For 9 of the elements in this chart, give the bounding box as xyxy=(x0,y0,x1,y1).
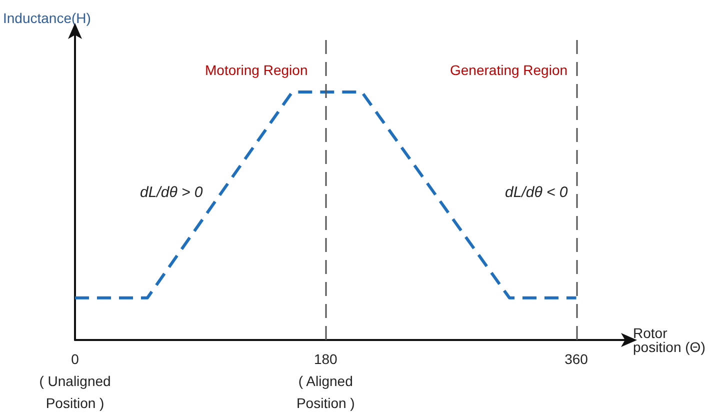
x-tick-label: 0 ( Unaligned Position ) xyxy=(39,351,111,411)
x-tick-label: 360 xyxy=(564,351,588,367)
annotation: dL/dθ < 0 xyxy=(505,184,568,201)
y-axis-title: Inductance(H) xyxy=(3,10,91,26)
annotation: dL/dθ > 0 xyxy=(140,184,204,201)
text: Generating Region xyxy=(450,62,568,78)
text: Motoring Region xyxy=(205,62,308,78)
x-tick-label: 180 ( Aligned Position ) xyxy=(296,351,355,411)
x-axis-title: Rotor position (Θ) xyxy=(633,325,706,355)
